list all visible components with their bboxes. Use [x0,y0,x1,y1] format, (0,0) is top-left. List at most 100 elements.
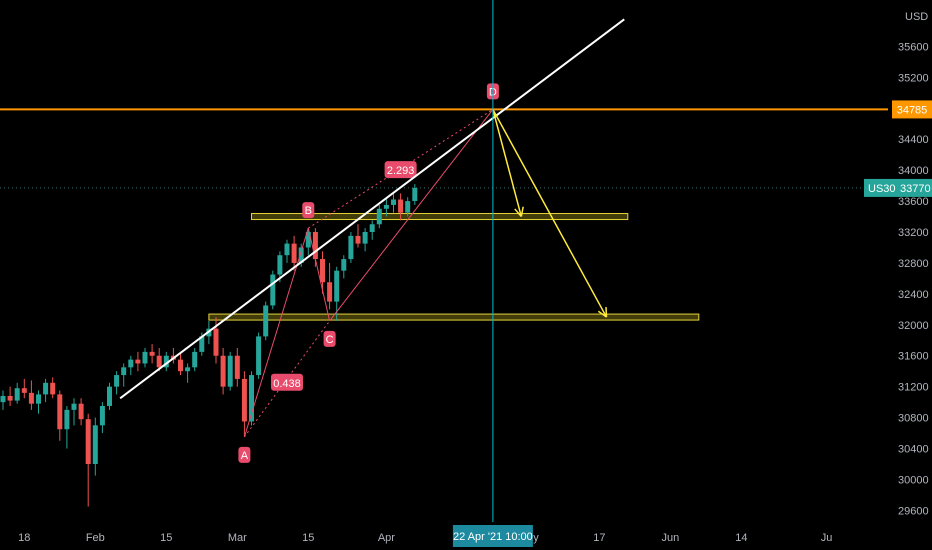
price-tick-label: 31200 [898,382,929,394]
candle-body [391,199,396,205]
candles [0,184,418,507]
candle-body [64,409,70,430]
support-zone [208,313,700,321]
price-axis: USD 29600 30000 30400 30800 31200 31600 32000 3… [898,11,929,517]
price-tick-label: 35600 [898,41,929,53]
price-tick-label: 33200 [898,227,929,239]
candle-body [199,336,205,352]
arrow-head [605,307,608,318]
candle-body [192,351,198,368]
candle-body [92,425,98,464]
candle-body [0,395,6,403]
candle-body [213,328,219,356]
time-tick-label: 17 [593,532,605,544]
price-tick-label: 29600 [898,505,929,517]
candle-body [178,359,183,372]
candle-body [99,406,105,426]
candle-body [78,403,84,420]
candle-body [263,305,269,337]
candle-body [227,355,233,387]
candle-body [249,375,254,422]
candle-body [114,375,120,387]
time-tick-label: 15 [160,532,172,544]
candle-body [327,282,333,302]
candle-body [355,235,361,244]
candle-body [412,187,418,202]
price-tick-label: 30400 [898,444,929,456]
time-tick-label: Feb [86,532,105,544]
candle-body [185,367,191,372]
arrow-shaft [492,109,523,217]
price-tick-label: 30800 [898,413,929,425]
candle-body [383,204,389,209]
candle-body [7,395,13,401]
candle-body [256,336,262,376]
support-zone [251,213,629,221]
time-tick-label: Mar [228,532,247,544]
price-tick-label: 30000 [898,474,929,486]
point-badge [323,330,336,347]
price-tick-label: 32400 [898,289,929,301]
candle-body [121,367,127,376]
candle-body [135,359,141,364]
point-label: C [326,334,334,346]
time-tick-label: 18 [18,532,30,544]
ratio-label: 2.293 [387,165,415,177]
crosshair-date-badge [452,525,533,547]
candle-body [163,355,169,368]
candle-body [398,199,404,213]
price-tick-label: 32000 [898,320,929,332]
point-label: B [305,205,312,217]
candle-body [14,388,20,401]
candle-body [312,232,318,260]
ratio-label: 0.438 [273,378,301,390]
arrow-head [520,206,524,217]
candle-body [241,378,247,422]
leg-bd-dotted [308,109,494,229]
price-tick-label: 32800 [898,258,929,270]
candle-body [234,355,240,379]
time-tick-label: Apr [378,532,395,544]
candle-body [305,232,311,248]
ratio-badge [271,373,303,391]
last-price-symbol: US30 [868,183,896,195]
leg-ab [243,227,309,438]
price-tick-label: 35200 [898,72,929,84]
candle-body [85,419,91,464]
candle-body [320,259,325,283]
candle-body [348,235,354,260]
candle-body [71,403,77,410]
candle-body [284,243,290,256]
trendline-layer [119,18,625,400]
price-tick-label: 34000 [898,165,929,177]
currency-label: USD [905,11,928,23]
level-price-badge [892,100,932,119]
projection-arrows [492,109,608,318]
support-zones [208,213,700,321]
candle-body [277,255,283,275]
time-tick-label: 14 [735,532,747,544]
candle-body [107,386,112,406]
time-axis: 18Feb15Mar15AprMay17Jun14Ju [18,532,832,544]
leg-cd [329,109,494,322]
candle-body [405,201,411,213]
candle-body [142,351,148,364]
point-label: A [241,450,249,462]
last-price-badge [864,178,932,197]
candle-body [220,355,226,387]
arrow-head [514,208,522,218]
level-price-label: 34785 [897,104,928,116]
leg-bc [307,228,331,322]
candle-body [36,394,41,404]
arrow-head [597,310,607,318]
axis-badges: 22 Apr '21 10:00 34785 US30 33770 [452,100,932,547]
point-badge [302,202,315,219]
candle-body [369,224,375,232]
candle-body [298,247,304,263]
trendline [119,18,625,400]
time-tick-label: Ju [821,532,833,544]
arrow-shaft [492,109,608,318]
price-tick-label: 33600 [898,196,929,208]
